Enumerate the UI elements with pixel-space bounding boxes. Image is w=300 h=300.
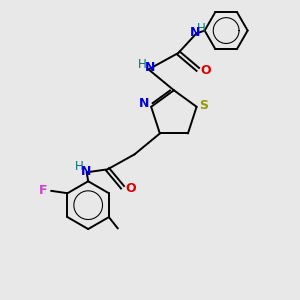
Text: H: H xyxy=(197,22,206,35)
Text: S: S xyxy=(199,99,208,112)
Text: O: O xyxy=(201,64,212,77)
Text: F: F xyxy=(39,184,48,197)
Text: O: O xyxy=(126,182,136,195)
Text: H: H xyxy=(75,160,84,173)
Text: N: N xyxy=(81,165,91,178)
Text: N: N xyxy=(190,26,200,38)
Text: H: H xyxy=(138,58,147,70)
Text: N: N xyxy=(145,61,155,74)
Text: N: N xyxy=(139,97,149,110)
